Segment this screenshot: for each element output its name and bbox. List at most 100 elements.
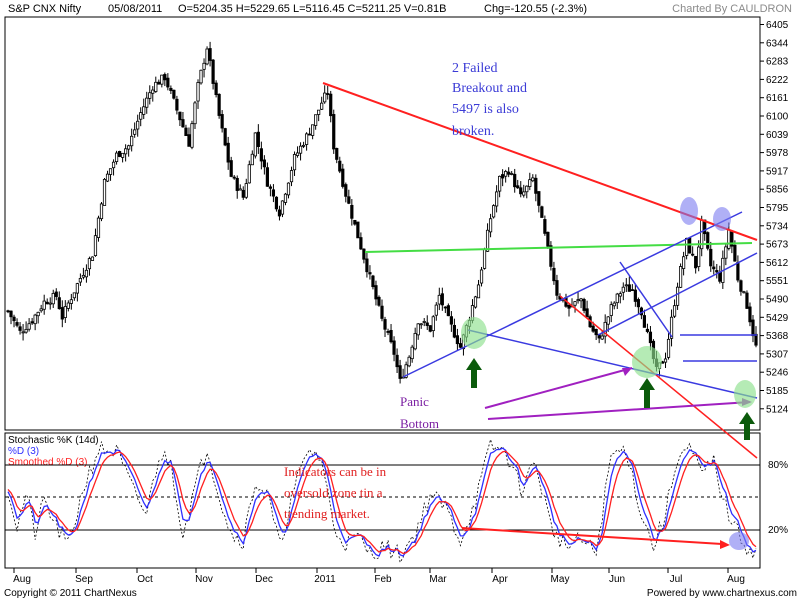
x-tick-label: Dec bbox=[255, 574, 273, 585]
candle-body bbox=[591, 325, 595, 332]
price-axis: 6405 6344 6283 6222 6161 6100 6039 5978 5917 5856… bbox=[760, 20, 789, 415]
candle-body bbox=[193, 102, 197, 125]
candle-body bbox=[606, 316, 610, 325]
candle-body bbox=[178, 111, 182, 121]
price-tick-label: 6344 bbox=[766, 38, 789, 49]
candle-body bbox=[537, 191, 541, 206]
candle-body bbox=[265, 167, 269, 187]
candle-body bbox=[347, 196, 351, 204]
candle-body bbox=[96, 217, 101, 238]
candle-body bbox=[33, 314, 37, 325]
annotation-line: 5497 is also bbox=[452, 102, 519, 117]
candle-body bbox=[320, 102, 324, 110]
annotation-line: oversold zone tin a bbox=[284, 485, 383, 500]
candle-body bbox=[283, 193, 288, 203]
candle-body bbox=[633, 289, 637, 302]
candle-body bbox=[495, 191, 499, 207]
candle-body bbox=[377, 296, 381, 306]
candle-body bbox=[235, 177, 239, 191]
price-tick-label: 5673 bbox=[766, 240, 789, 251]
candle-body bbox=[57, 297, 61, 310]
candle-body bbox=[682, 256, 686, 269]
candle-body bbox=[712, 266, 716, 270]
candle-body bbox=[286, 182, 291, 196]
candle-body bbox=[383, 319, 387, 330]
highlights bbox=[461, 197, 756, 408]
candle-body bbox=[621, 286, 625, 293]
price-tick-label: 6222 bbox=[766, 75, 789, 86]
candle-body bbox=[627, 284, 631, 292]
candle-body bbox=[39, 308, 43, 312]
header-change: Chg=-120.55 (-2.3%) bbox=[484, 3, 587, 15]
candle-body bbox=[78, 277, 82, 283]
candle-body bbox=[48, 302, 52, 305]
candle-body bbox=[133, 129, 137, 135]
annotation-failed-breakout: 2 Failed Breakout and 5497 is also broke… bbox=[452, 61, 531, 139]
header-date: 05/08/2011 bbox=[108, 3, 162, 15]
candle-body bbox=[304, 133, 309, 145]
candle-body bbox=[301, 144, 306, 147]
candle-body bbox=[54, 291, 58, 297]
candle-body bbox=[645, 328, 650, 332]
candle-body bbox=[332, 114, 336, 150]
annotation-line: Panic bbox=[400, 394, 429, 409]
candle-body bbox=[69, 299, 73, 304]
candle-body bbox=[196, 82, 200, 102]
annotation-line: trending market. bbox=[284, 506, 370, 521]
x-tick-label: Nov bbox=[195, 574, 213, 585]
candle-body bbox=[618, 293, 622, 297]
candle-body bbox=[488, 218, 493, 233]
candle-body bbox=[724, 246, 728, 259]
candle-body bbox=[90, 256, 95, 261]
candle-body bbox=[335, 148, 339, 160]
candle-body bbox=[709, 248, 713, 267]
candle-body bbox=[256, 131, 260, 148]
candle-body bbox=[280, 200, 285, 215]
candle-body bbox=[504, 171, 508, 177]
candle-body bbox=[136, 120, 140, 130]
candle-body bbox=[271, 189, 276, 197]
x-tick-label: Aug bbox=[13, 574, 31, 585]
candle-body bbox=[63, 306, 67, 318]
candle-body bbox=[742, 291, 746, 294]
x-tick-label: Mar bbox=[429, 574, 447, 585]
candle-body bbox=[111, 161, 116, 169]
candle-body bbox=[748, 306, 752, 323]
candle-body bbox=[199, 69, 203, 84]
candle-body bbox=[476, 284, 481, 299]
candle-body bbox=[124, 148, 128, 155]
candle-body bbox=[292, 154, 297, 171]
x-tick-label: May bbox=[551, 574, 570, 585]
stoch-highlight-blue bbox=[729, 532, 749, 550]
candle-body bbox=[473, 296, 478, 308]
candle-body bbox=[691, 253, 695, 256]
candle-body bbox=[579, 298, 583, 302]
candle-body bbox=[93, 235, 98, 256]
candle-body bbox=[685, 237, 689, 256]
candle-body bbox=[522, 191, 526, 196]
candle-body bbox=[555, 280, 559, 296]
candle-body bbox=[730, 231, 734, 247]
candle-body bbox=[531, 177, 535, 182]
candle-body bbox=[253, 132, 257, 157]
candle-body bbox=[576, 299, 580, 302]
legend-smoothed-d: Smoothed %D (3) bbox=[8, 457, 87, 468]
candle-body bbox=[543, 219, 547, 234]
neckline-green bbox=[364, 242, 753, 253]
candle-body bbox=[455, 335, 460, 345]
candle-body bbox=[636, 299, 640, 308]
candle-body bbox=[166, 77, 170, 88]
candle-body bbox=[440, 293, 444, 306]
candle-body bbox=[727, 229, 731, 249]
x-tick-label: Apr bbox=[492, 574, 508, 585]
candle-body bbox=[66, 302, 70, 309]
candle-body bbox=[42, 300, 46, 310]
candle-body bbox=[151, 89, 155, 94]
stochastic-title: Stochastic %K (14d) bbox=[8, 435, 99, 446]
candle-body bbox=[365, 258, 369, 273]
candle-body bbox=[672, 305, 677, 317]
candle-body bbox=[190, 123, 194, 148]
candle-body bbox=[102, 178, 107, 206]
candle-body bbox=[341, 168, 345, 187]
candle-body bbox=[485, 229, 490, 252]
